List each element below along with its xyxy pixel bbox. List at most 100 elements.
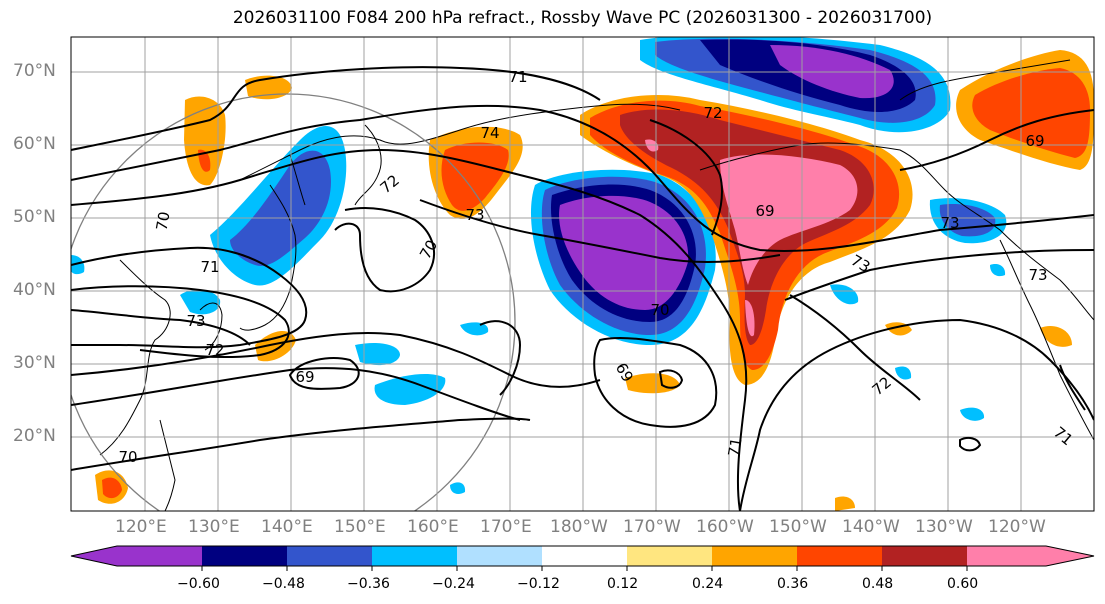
refractive-index-contours: [71, 66, 1094, 511]
lat-label: 20°N: [13, 426, 56, 446]
contour-label: 70: [118, 448, 137, 466]
contour-label: 74: [480, 124, 499, 142]
lon-label: 120°W: [988, 517, 1046, 537]
contour-label: 71: [200, 258, 219, 276]
contour-line-8: [71, 367, 521, 421]
colorbar-segment: [882, 546, 967, 566]
lon-label: 170°E: [480, 517, 532, 537]
lon-label: 170°W: [623, 517, 681, 537]
lon-label: 130°E: [188, 517, 240, 537]
contour-label: 73: [186, 312, 205, 330]
contour-label: 69: [1025, 132, 1044, 150]
neg-region-japan-core: [230, 150, 331, 266]
coastline-canada: [899, 59, 1071, 101]
pos-region-west-high: [184, 96, 226, 186]
contour-line-21: [899, 109, 1094, 171]
contour-line-4: [71, 246, 308, 349]
contour-line-7: [71, 332, 601, 388]
colorbar-segment: [542, 546, 627, 566]
neg-region-small-4: [450, 482, 466, 494]
lon-label: 140°W: [842, 517, 900, 537]
contour-label: 73: [465, 206, 484, 224]
neg-region-subtropic: [374, 374, 446, 405]
colorbar-segment: [627, 546, 712, 566]
pos-region-west-high-core: [198, 149, 211, 172]
lon-label: 140°E: [261, 517, 313, 537]
contour-label: 72: [205, 341, 224, 359]
contour-line-13: [593, 336, 718, 428]
contour-line-19: [959, 436, 982, 452]
pos-region-sw-core: [102, 477, 122, 499]
colorbar-extend-right: [1046, 546, 1094, 566]
colorbar-segment: [287, 546, 372, 566]
contour-label: 71: [725, 436, 746, 458]
coastline-japan: [239, 184, 297, 331]
lon-label: 130°W: [915, 517, 973, 537]
colorbar-segment: [117, 546, 202, 566]
colorbar-tick-label: −0.48: [262, 576, 305, 592]
pos-region-subtropic: [625, 373, 680, 394]
positive-anomaly-regions: [95, 50, 1094, 511]
contour-label: 73: [940, 214, 959, 232]
lon-label: 120°E: [115, 517, 167, 537]
contour-line-10: [288, 357, 360, 390]
range-ring: [71, 93, 516, 511]
contour-line-14: [658, 369, 684, 389]
pos-region-northeast-core: [972, 68, 1090, 158]
colorbar-tick-label: 0.12: [607, 576, 639, 592]
graticule: [71, 37, 1094, 511]
colorbar-segment: [202, 546, 287, 566]
contour-label: 72: [703, 104, 722, 122]
colorbar-tick-label: −0.60: [177, 576, 220, 592]
colorbar-tick-label: −0.36: [347, 576, 390, 592]
contour-line-18: [1059, 364, 1086, 411]
colorbar-tick-label: 0.24: [692, 576, 724, 592]
lon-label: 150°E: [334, 517, 386, 537]
pos-region-east-small: [1040, 325, 1072, 347]
lon-label: 180°W: [550, 517, 608, 537]
pos-region-south: [835, 496, 855, 511]
contour-label: 73: [1028, 266, 1047, 284]
neg-region-central-pacific: [355, 343, 400, 366]
colorbar-segment: [372, 546, 457, 566]
colorbar: [70, 545, 1095, 571]
contour-line-6: [71, 309, 251, 346]
coastline-korea: [199, 302, 223, 351]
contour-line-20: [649, 119, 723, 236]
colorbar-tick-label: 0.60: [947, 576, 979, 592]
lat-label: 30°N: [13, 353, 56, 373]
colorbar-segment: [712, 546, 797, 566]
neg-region-small-1: [460, 322, 489, 336]
neg-region-small-5: [895, 366, 912, 380]
lat-label: 40°N: [13, 280, 56, 300]
contour-line-2: [71, 104, 1094, 252]
coastline-china: [99, 259, 171, 456]
contour-line-11: [334, 207, 435, 293]
lat-label: 50°N: [13, 207, 56, 227]
coastline-kamchatka: [354, 124, 382, 206]
colorbar-tick-label: 0.48: [862, 576, 894, 592]
contour-label: 69: [295, 368, 314, 386]
contour-line-9: [71, 417, 531, 471]
contour-label: 71: [508, 68, 527, 86]
contour-line-12: [479, 320, 522, 396]
contour-line-1: [71, 66, 601, 151]
contour-line-3: [71, 148, 748, 511]
lon-label: 160°E: [407, 517, 459, 537]
colorbar-segment: [797, 546, 882, 566]
colorbar-tick-label: −0.12: [517, 576, 560, 592]
colorbar-segment: [967, 546, 1046, 566]
lon-label: 150°W: [769, 517, 827, 537]
pos-region-north-pacific-spot: [645, 139, 659, 152]
contour-label: 70: [650, 301, 669, 319]
neg-region-yellowsea: [180, 289, 221, 315]
colorbar-outline: [70, 545, 1095, 567]
colorbar-extend-left: [71, 546, 117, 566]
pos-region-stream: [745, 300, 755, 337]
coastline-alaska: [699, 142, 1094, 321]
lon-label: 160°W: [696, 517, 754, 537]
neg-region-small-3: [960, 407, 985, 421]
contour-line-22: [419, 199, 781, 263]
lat-label: 70°N: [13, 61, 56, 81]
